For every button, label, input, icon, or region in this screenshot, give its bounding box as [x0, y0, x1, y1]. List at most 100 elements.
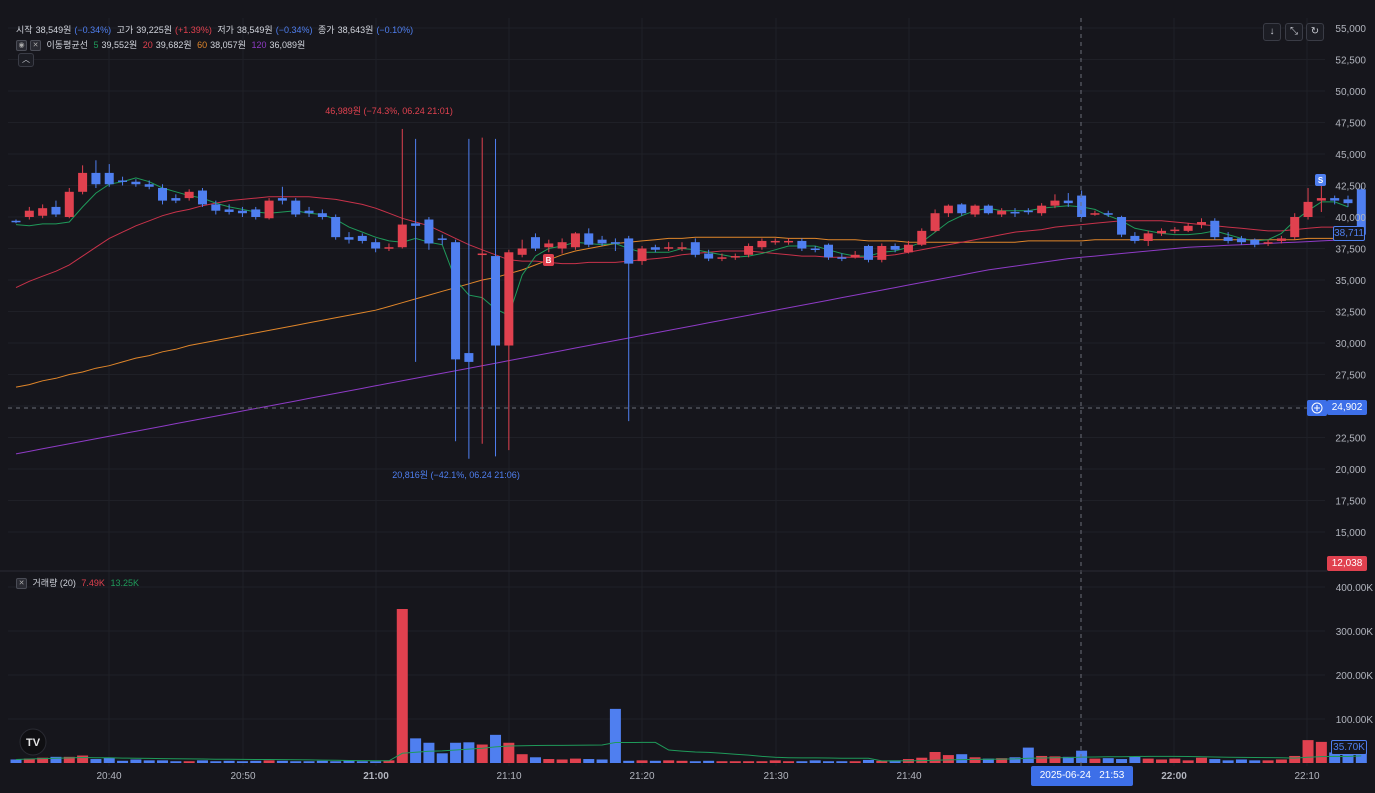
- candle-body: [797, 240, 807, 249]
- volume-bar: [37, 757, 49, 763]
- volume-bar: [1302, 740, 1314, 763]
- time-tick-label: 20:40: [96, 771, 121, 782]
- tradingview-logo[interactable]: TV: [19, 728, 47, 756]
- volume-bar: [356, 761, 368, 763]
- high-annotation: 46,989원 (−74.3%, 06.24 21:01): [325, 106, 453, 116]
- candlesticks: [11, 128, 1366, 459]
- ma-legend[interactable]: ◉ ✕ 이동평균선 5 39,552원 20 39,682원 60 38,057원 12…: [16, 38, 308, 52]
- ma60-period: 60: [197, 40, 208, 50]
- volume-bar: [10, 759, 22, 763]
- candle-body: [158, 188, 168, 201]
- candle-body: [624, 238, 634, 264]
- reset-icon[interactable]: ↻: [1306, 23, 1324, 41]
- candle-body: [1250, 239, 1260, 245]
- volume-bar: [316, 760, 328, 763]
- open-label: 시작: [16, 25, 33, 35]
- sell-marker[interactable]: S: [1315, 174, 1326, 186]
- volume-bar: [1049, 756, 1061, 763]
- candle-body: [91, 172, 101, 185]
- volume-legend-name: 거래량 (20): [32, 578, 76, 588]
- volume-bar: [689, 761, 701, 763]
- candle-body: [251, 209, 261, 217]
- volume-bar: [343, 760, 355, 763]
- crosshair-date: 2025-06-24: [1039, 770, 1091, 781]
- crosshair-add-icon[interactable]: [1307, 400, 1327, 416]
- volume-bar: [596, 759, 608, 763]
- volume-bar: [170, 761, 182, 763]
- volume-bar: [729, 761, 741, 763]
- crosshair-price-tag: 24,902: [1327, 400, 1367, 415]
- candle-body: [1263, 242, 1273, 244]
- volume-bar: [823, 761, 835, 763]
- candle-body: [78, 172, 88, 192]
- volume-bar: [1062, 756, 1074, 763]
- volume-bar: [889, 760, 901, 763]
- price-tick-label: 22,500: [1335, 434, 1366, 445]
- volume-bar: [1235, 759, 1247, 763]
- candle-body: [903, 244, 913, 253]
- candle-body: [757, 240, 767, 248]
- volume-bar: [1169, 758, 1181, 763]
- time-axis[interactable]: 20:40 20:50 21:00 21:10 21:20 21:30 21:40 22:00…: [96, 771, 1319, 782]
- candle-body: [237, 210, 247, 214]
- volume-bar: [1315, 741, 1327, 763]
- eye-icon[interactable]: ◉: [16, 40, 27, 52]
- collapse-icon[interactable]: ⤡: [1285, 23, 1303, 41]
- buy-marker[interactable]: B: [543, 254, 554, 266]
- volume-bar: [1182, 760, 1194, 763]
- candle-body: [1023, 210, 1033, 213]
- time-tick-label: 21:20: [629, 771, 654, 782]
- candle-body: [744, 245, 754, 255]
- candle-body: [264, 200, 274, 219]
- collapse-legend-icon[interactable]: ︿: [18, 53, 34, 67]
- close-icon[interactable]: ✕: [30, 40, 41, 52]
- volume-bar: [809, 760, 821, 763]
- candle-body: [730, 256, 740, 258]
- svg-text:S: S: [1318, 176, 1324, 185]
- time-tick-label: 21:10: [496, 771, 521, 782]
- volume-bar: [196, 760, 208, 763]
- price-tick-label: 37,500: [1335, 245, 1366, 256]
- candle-body: [357, 235, 367, 241]
- candle-body: [277, 198, 287, 201]
- volume-bar: [103, 757, 115, 763]
- candle-body: [171, 198, 181, 201]
- volume-bar: [1222, 760, 1234, 763]
- volume-bar: [703, 760, 715, 763]
- time-tick-label: 22:10: [1294, 771, 1319, 782]
- candle-body: [877, 245, 887, 260]
- arrow-down-icon[interactable]: ↓: [1263, 23, 1281, 41]
- candle-body: [411, 223, 421, 226]
- volume-tick-label: 300.00K: [1336, 627, 1374, 638]
- time-tick-label: 21:00: [363, 771, 389, 782]
- high-value: 39,225원: [136, 25, 173, 35]
- volume-bar: [969, 757, 981, 763]
- volume-bar: [796, 761, 808, 763]
- volume-axis[interactable]: 400.00K 300.00K 200.00K 100.00K: [1336, 583, 1374, 726]
- close-icon[interactable]: ✕: [16, 578, 27, 590]
- volume-bar: [383, 760, 395, 763]
- high-change: (+1.39%): [175, 25, 212, 35]
- volume-bar: [370, 761, 382, 763]
- candle-body: [1143, 233, 1153, 241]
- volume-legend[interactable]: ✕ 거래량 (20) 7.49K 13.25K: [16, 576, 142, 590]
- candle-body: [64, 191, 74, 217]
- candle-body: [1050, 200, 1060, 206]
- candle-body: [1170, 229, 1180, 232]
- volume-bar: [1102, 758, 1114, 763]
- volume-ma-line: [15, 741, 1362, 762]
- candle-body: [317, 213, 327, 217]
- volume-bar: [556, 759, 568, 763]
- volume-bar: [769, 760, 781, 763]
- candle-body: [1117, 217, 1127, 235]
- volume-bar: [569, 758, 581, 763]
- candle-body: [384, 247, 394, 249]
- candle-body: [850, 254, 860, 258]
- ohlc-legend: 시작 38,549원 (−0.34%) 고가 39,225원 (+1.39%) 저가 38…: [16, 23, 416, 36]
- price-tick-label: 47,500: [1335, 119, 1366, 130]
- low-label: 저가: [217, 25, 234, 35]
- volume-bar: [529, 757, 541, 763]
- volume-bar: [1249, 760, 1261, 763]
